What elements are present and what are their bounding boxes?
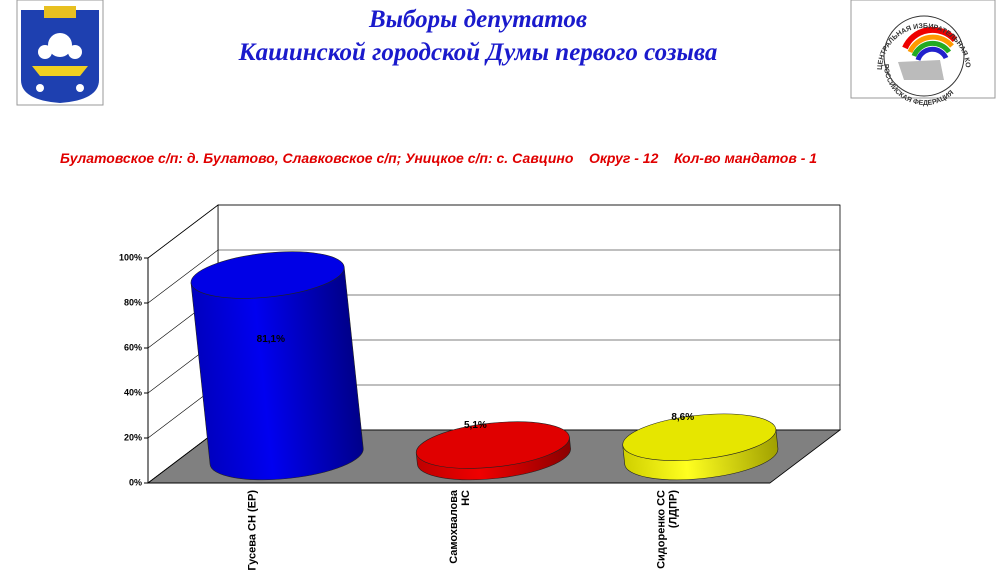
x-tick-label: Гусева СН (ЕР) (247, 490, 259, 571)
value-label: 8,6% (671, 412, 694, 423)
x-tick-label: Сидоренко СС(ЛДПР) (655, 490, 679, 569)
cylinder-body (190, 266, 364, 481)
value-label: 81,1% (257, 334, 285, 345)
cylinder (190, 251, 364, 481)
y-tick-label: 40% (124, 387, 142, 397)
coat-of-arms (16, 0, 104, 106)
y-tick-label: 60% (124, 342, 142, 352)
x-tick-label-line: Сидоренко СС (655, 490, 667, 569)
y-tick-label: 100% (119, 252, 142, 262)
x-tick-label-line: НС (460, 490, 472, 506)
chart-title: Выборы депутатов (368, 6, 587, 33)
y-tick-label: 20% (124, 432, 142, 442)
grid-line (147, 249, 219, 304)
cylinder-top (622, 413, 777, 461)
chart-subtitle: Булатовское с/п: д. Булатово, Славковско… (60, 150, 817, 166)
cylinder (622, 413, 779, 481)
chart-title: Кашинской городской Думы первого созыва (238, 39, 718, 66)
x-tick-label-line: Гусева СН (ЕР) (247, 490, 259, 571)
cylinder-top (190, 251, 345, 299)
y-tick-label: 80% (124, 297, 142, 307)
x-tick-label-line: Самохвалова (448, 489, 460, 564)
cylinder-top (415, 421, 570, 469)
x-tick-label: СамохваловаНС (448, 489, 472, 564)
grid-line (147, 204, 219, 259)
value-label: 5,1% (464, 420, 487, 431)
cylinder (415, 421, 571, 481)
x-tick-label-line: (ЛДПР) (667, 490, 679, 528)
grid-line (147, 429, 219, 484)
y-tick-label: 0% (129, 477, 142, 487)
